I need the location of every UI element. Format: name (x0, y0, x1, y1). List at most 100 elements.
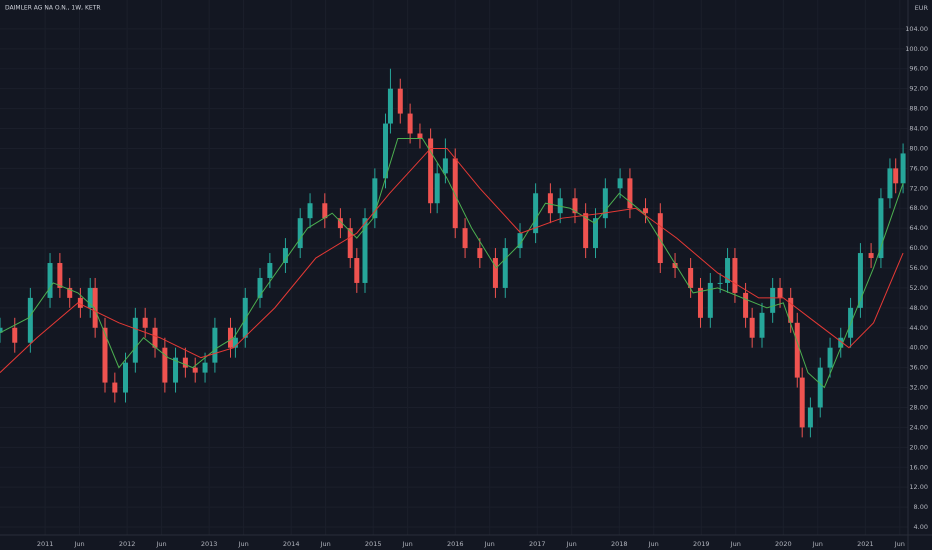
candle-body (717, 282, 723, 284)
y-tick-label: 36.00 (909, 364, 928, 372)
candle-body (182, 357, 188, 368)
candle-body (77, 297, 83, 308)
x-tick-label: Jun (730, 540, 741, 548)
candle-body (759, 312, 765, 338)
x-tick-label: 2015 (365, 540, 382, 548)
candle-body (732, 258, 738, 293)
candle-body (452, 158, 458, 229)
candle-body (202, 362, 208, 373)
x-tick-label: 2012 (119, 540, 136, 548)
grid (0, 0, 908, 535)
candle-body (257, 277, 263, 298)
candle-body (47, 263, 53, 298)
candle-body (67, 287, 73, 298)
candle-body (282, 248, 288, 264)
y-tick-label: 96.00 (909, 65, 928, 73)
candle-body (572, 198, 578, 214)
candle-body (643, 208, 649, 214)
candle-body (688, 267, 694, 288)
x-tick-label: Jun (812, 540, 823, 548)
candle-body (0, 327, 3, 333)
y-tick-label: 64.00 (909, 224, 928, 232)
x-tick-label: Jun (648, 540, 659, 548)
y-tick-label: 40.00 (909, 344, 928, 352)
candle-body (799, 377, 805, 428)
y-tick-label: 24.00 (909, 423, 928, 431)
candle-body (707, 282, 713, 318)
y-tick-label: 56.00 (909, 264, 928, 272)
x-tick-label: 2013 (201, 540, 218, 548)
x-tick-label: Jun (238, 540, 249, 548)
x-tick-label: 2016 (447, 540, 464, 548)
moving-average-line (0, 147, 904, 373)
candle-body (212, 327, 218, 363)
y-tick-label: 72.00 (909, 184, 928, 192)
y-tick-label: 28.00 (909, 403, 928, 411)
candle-body (617, 178, 623, 189)
y-tick-label: 68.00 (909, 204, 928, 212)
candle-body (817, 367, 823, 408)
candle-body (878, 198, 884, 259)
candle-body (152, 327, 158, 348)
candle-body (27, 297, 33, 343)
candle-body (697, 287, 703, 318)
y-tick-label: 12.00 (909, 483, 928, 491)
candle-body (533, 193, 539, 234)
y-tick-label: 80.00 (909, 144, 928, 152)
candle-body (242, 297, 248, 338)
candle-body (267, 263, 273, 278)
y-tick-label: 84.00 (909, 125, 928, 133)
currency-label: EUR (915, 4, 929, 12)
candle-body (627, 178, 633, 209)
y-tick-label: 48.00 (909, 304, 928, 312)
candle-body (92, 287, 98, 328)
candle-body (387, 88, 393, 124)
y-tick-label: 88.00 (909, 105, 928, 113)
candle-body (112, 382, 118, 393)
candle-body (868, 253, 874, 259)
x-tick-label: Jun (156, 540, 167, 548)
candle-body (362, 218, 368, 283)
candle-body (477, 248, 483, 259)
candle-body (407, 113, 413, 134)
candle-body (462, 228, 468, 249)
candle-body (672, 263, 678, 268)
y-tick-label: 32.00 (909, 384, 928, 392)
y-tick-label: 60.00 (909, 244, 928, 252)
candle-body (749, 317, 755, 338)
candle-body (770, 287, 776, 313)
candle-body (725, 258, 731, 283)
x-tick-label: Jun (402, 540, 413, 548)
candle-body (307, 203, 313, 219)
candle-body (173, 357, 179, 383)
y-tick-label: 4.00 (914, 523, 928, 531)
candle-body (492, 258, 498, 288)
y-tick-label: 76.00 (909, 164, 928, 172)
candle-body (192, 367, 198, 373)
candle-body (838, 337, 844, 348)
x-tick-label: Jun (484, 540, 495, 548)
candle-body (297, 218, 303, 249)
candle-body (442, 158, 448, 174)
candle-body (322, 203, 328, 219)
candle-body (777, 287, 783, 298)
candle-body (87, 287, 93, 308)
candle-body (347, 228, 353, 259)
y-tick-label: 92.00 (909, 85, 928, 93)
candle-body (397, 88, 403, 114)
y-tick-label: 52.00 (909, 284, 928, 292)
candle-body (807, 407, 813, 428)
candle-body (517, 233, 523, 249)
y-tick-label: 104.00 (905, 25, 928, 33)
y-tick-label: 16.00 (909, 463, 928, 471)
candle-body (592, 218, 598, 249)
candle-body (57, 263, 63, 288)
candle-body (900, 153, 906, 184)
candle-body (142, 317, 148, 328)
candle-body (657, 213, 663, 264)
x-tick-label: 2011 (37, 540, 54, 548)
candle-body (383, 123, 389, 179)
candle-body (122, 362, 128, 393)
